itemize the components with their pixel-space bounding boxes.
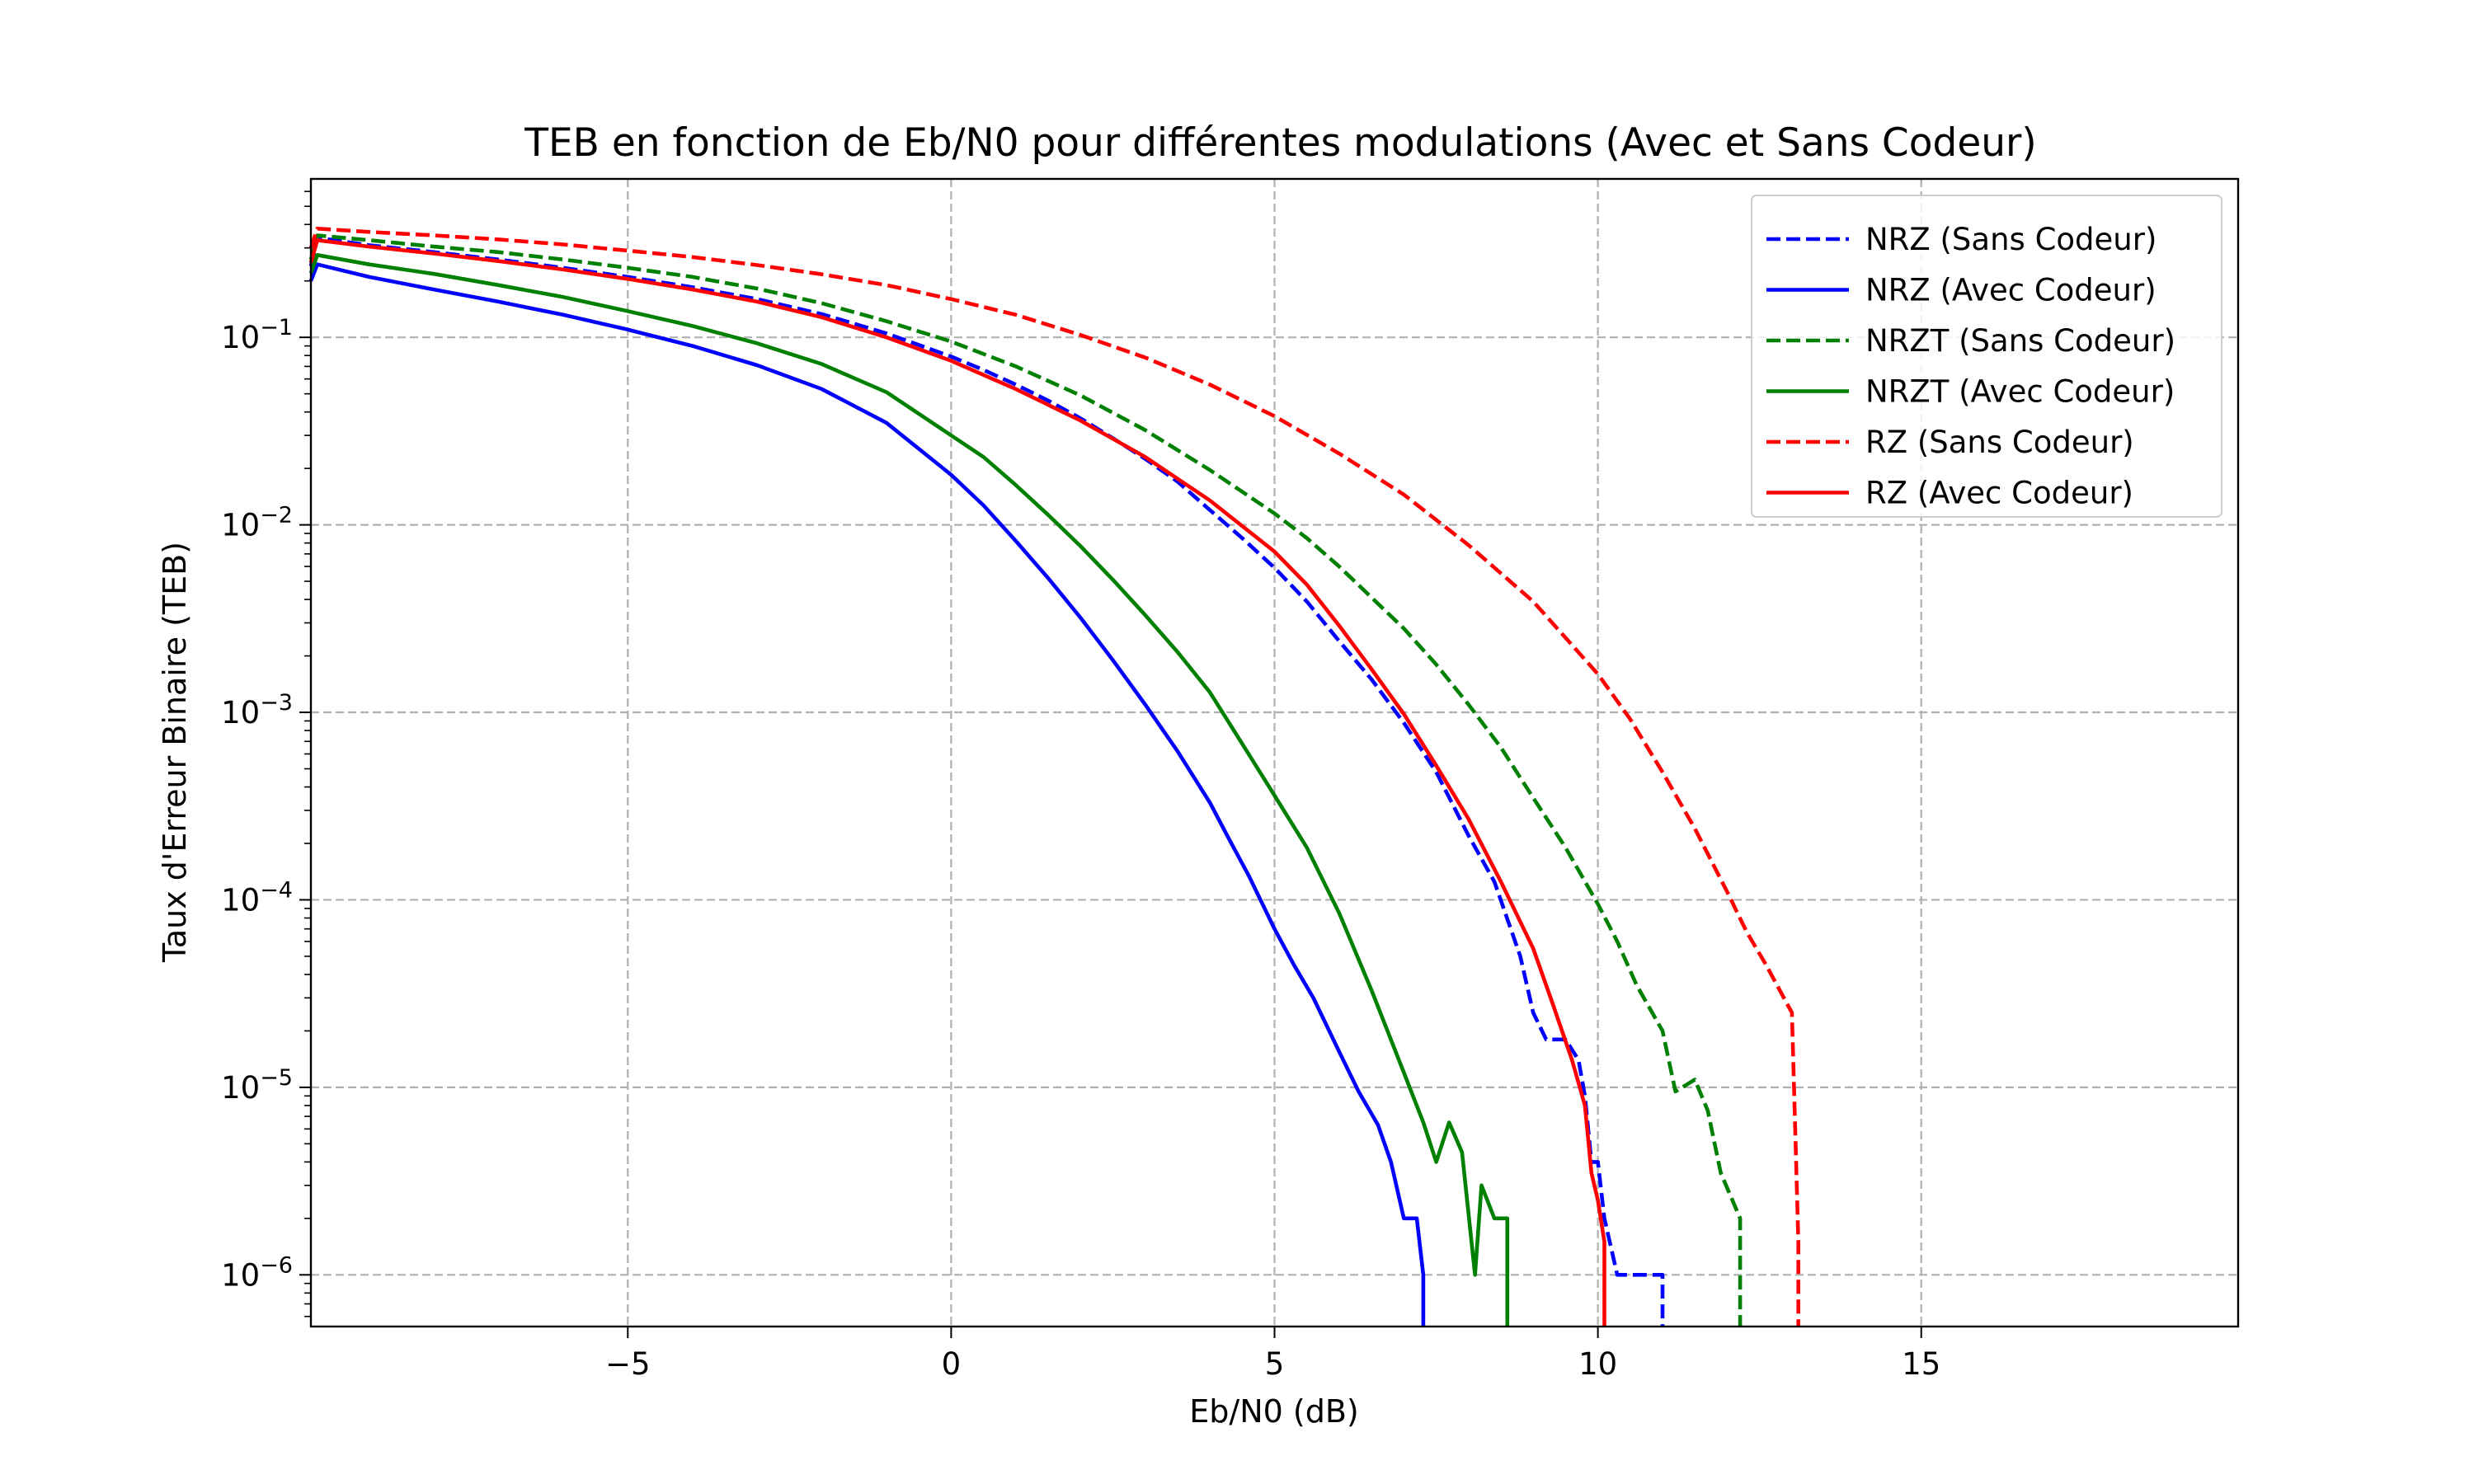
chart-title: TEB en fonction de Eb/N0 pour différente… — [524, 120, 2036, 166]
series-line-nrz-avec-codeur — [308, 262, 1426, 1327]
y-tick-label: 10−4 — [221, 877, 293, 918]
y-tick-label-exponent: −3 — [260, 690, 293, 716]
y-tick-label-exponent: −4 — [260, 877, 293, 903]
y-tick-label-base: 10 — [221, 882, 260, 918]
legend-label: NRZT (Sans Codeur) — [1865, 323, 2175, 359]
legend-item[interactable]: RZ (Sans Codeur) — [1766, 425, 2134, 460]
legend-item[interactable]: NRZT (Sans Codeur) — [1766, 323, 2175, 359]
series-line-nrzt-sans-codeur — [308, 233, 1743, 1327]
y-tick-label: 10−5 — [221, 1065, 293, 1106]
y-tick-label-exponent: −1 — [260, 315, 293, 340]
legend-label: NRZ (Sans Codeur) — [1865, 222, 2157, 257]
series-line-nrzt-avec-codeur — [308, 253, 1510, 1327]
series-line-rz-avec-codeur — [308, 238, 1606, 1327]
y-tick-label-base: 10 — [221, 320, 260, 355]
y-tick-label-base: 10 — [221, 508, 260, 543]
x-tick-label: 10 — [1578, 1346, 1617, 1382]
x-tick-label: 0 — [942, 1346, 962, 1382]
x-tick-label: 15 — [1902, 1346, 1940, 1382]
legend-item[interactable]: NRZT (Avec Codeur) — [1766, 374, 2175, 410]
y-tick-label-exponent: −6 — [260, 1252, 293, 1278]
y-tick-label: 10−2 — [221, 503, 293, 543]
y-tick-label: 10−1 — [221, 315, 293, 355]
y-tick-label-base: 10 — [221, 1257, 260, 1293]
y-tick-label-exponent: −2 — [260, 503, 293, 528]
x-tick-label: 5 — [1265, 1346, 1285, 1382]
legend-item[interactable]: NRZ (Avec Codeur) — [1766, 273, 2157, 308]
y-tick-label-exponent: −5 — [260, 1065, 293, 1091]
y-tick-label: 10−6 — [221, 1252, 293, 1293]
legend-item[interactable]: RZ (Avec Codeur) — [1766, 476, 2133, 511]
x-axis-label: Eb/N0 (dB) — [1189, 1393, 1358, 1430]
legend-label: NRZT (Avec Codeur) — [1865, 374, 2175, 410]
legend-label: RZ (Avec Codeur) — [1865, 476, 2133, 511]
series-line-rz-sans-codeur — [308, 227, 1800, 1327]
y-tick-label-base: 10 — [221, 1070, 260, 1106]
series-layer — [308, 227, 1800, 1327]
legend-box — [1751, 195, 2222, 518]
legend-label: RZ (Sans Codeur) — [1865, 425, 2134, 460]
y-axis-label: Taux d'Erreur Binaire (TEB) — [157, 542, 193, 963]
grid-layer — [311, 179, 2238, 1327]
x-tick-label: −5 — [605, 1346, 651, 1382]
legend-label: NRZ (Avec Codeur) — [1865, 273, 2157, 308]
legend[interactable]: NRZ (Sans Codeur) NRZ (Avec Codeur) NRZT (… — [1751, 195, 2222, 518]
y-tick-label-base: 10 — [221, 695, 260, 730]
y-tick-label: 10−3 — [221, 690, 293, 730]
legend-item[interactable]: NRZ (Sans Codeur) — [1766, 222, 2157, 257]
